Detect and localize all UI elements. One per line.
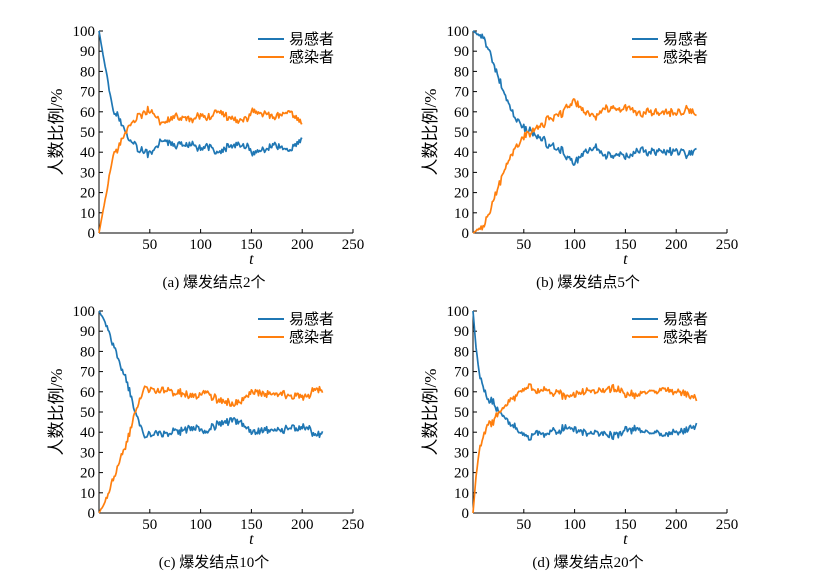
y-tick-label: 40 — [454, 425, 469, 441]
series-line-infected — [472, 383, 698, 514]
x-tick-label: 100 — [563, 517, 586, 533]
y-tick-label: 0 — [462, 226, 470, 242]
x-tick-label: 200 — [665, 517, 688, 533]
chart-panel: 0 10 20 30 40 50 60 70 80 90 100 50 100 150 200 250 人数比例… — [421, 24, 738, 291]
series-line-susceptible — [472, 310, 698, 441]
x-tick-label: 50 — [516, 517, 531, 533]
y-tick-label: 100 — [447, 304, 470, 320]
y-tick-label: 40 — [454, 145, 469, 161]
y-tick-label: 20 — [80, 186, 95, 202]
x-tick-label: 50 — [142, 237, 157, 253]
y-tick-label: 30 — [454, 165, 469, 181]
y-tick-label: 0 — [88, 506, 96, 522]
y-tick-label: 80 — [454, 344, 469, 360]
x-tick-label: 200 — [665, 237, 688, 253]
y-tick-label: 20 — [454, 186, 469, 202]
x-tick-label: 50 — [516, 237, 531, 253]
y-tick-label: 70 — [80, 85, 95, 101]
panel-caption: (d) 爆发结点20个 — [532, 554, 643, 571]
panel-caption: (a) 爆发结点2个 — [163, 274, 266, 291]
legend-label: 感染者 — [663, 329, 708, 346]
y-tick-label: 60 — [454, 105, 469, 121]
x-tick-label: 250 — [342, 237, 365, 253]
legend-label: 感染者 — [289, 329, 334, 346]
series-line-infected — [472, 98, 697, 234]
y-tick-label: 30 — [454, 445, 469, 461]
series-line-susceptible — [98, 310, 324, 439]
y-tick-label: 80 — [80, 344, 95, 360]
legend-label: 易感者 — [663, 31, 708, 48]
series-line-susceptible — [98, 30, 303, 159]
x-tick-label: 250 — [342, 517, 365, 533]
y-tick-label: 60 — [80, 385, 95, 401]
chart-panel: 0 10 20 30 40 50 60 70 80 90 100 50 100 150 200 250 人数比例… — [47, 304, 364, 571]
y-tick-label: 70 — [80, 365, 95, 381]
y-tick-label: 100 — [447, 24, 470, 40]
y-tick-label: 10 — [454, 206, 469, 222]
y-tick-label: 30 — [80, 445, 95, 461]
y-tick-label: 10 — [454, 486, 469, 502]
x-tick-label: 100 — [563, 237, 586, 253]
panel-caption: (c) 爆发结点10个 — [159, 554, 269, 571]
legend-label: 易感者 — [289, 31, 334, 48]
x-axis-label: t — [623, 531, 628, 548]
x-tick-label: 150 — [614, 517, 637, 533]
chart-panel: 0 10 20 30 40 50 60 70 80 90 100 50 100 150 200 250 人数比例… — [47, 24, 364, 291]
y-tick-label: 30 — [80, 165, 95, 181]
y-tick-label: 60 — [80, 105, 95, 121]
y-tick-label: 70 — [454, 365, 469, 381]
y-tick-label: 100 — [73, 24, 96, 40]
x-tick-label: 100 — [189, 237, 212, 253]
y-tick-label: 100 — [73, 304, 96, 320]
y-axis-label: 人数比例/% — [421, 369, 440, 456]
x-axis-label: t — [249, 531, 254, 548]
y-tick-label: 50 — [80, 405, 95, 421]
y-tick-label: 90 — [80, 44, 95, 60]
y-axis-label: 人数比例/% — [47, 369, 66, 456]
y-tick-label: 10 — [80, 206, 95, 222]
x-tick-label: 50 — [142, 517, 157, 533]
x-tick-label: 150 — [240, 517, 263, 533]
y-tick-label: 10 — [80, 486, 95, 502]
series-line-infected — [98, 105, 303, 234]
y-axis-label: 人数比例/% — [421, 89, 440, 176]
chart-panel: 0 10 20 30 40 50 60 70 80 90 100 50 100 150 200 250 人数比例… — [421, 304, 738, 571]
x-tick-label: 150 — [240, 237, 263, 253]
legend-label: 易感者 — [289, 311, 334, 328]
series-line-infected — [98, 385, 324, 514]
y-tick-label: 90 — [454, 44, 469, 60]
y-tick-label: 90 — [80, 324, 95, 340]
panel-caption: (b) 爆发结点5个 — [536, 274, 640, 291]
legend-label: 感染者 — [289, 49, 334, 66]
y-tick-label: 50 — [454, 405, 469, 421]
y-tick-label: 40 — [80, 425, 95, 441]
y-tick-label: 50 — [454, 125, 469, 141]
x-tick-label: 200 — [291, 237, 314, 253]
x-axis-label: t — [249, 251, 254, 268]
x-tick-label: 150 — [614, 237, 637, 253]
y-tick-label: 20 — [80, 466, 95, 482]
series-line-susceptible — [472, 30, 697, 166]
y-tick-label: 0 — [88, 226, 96, 242]
x-tick-label: 100 — [189, 517, 212, 533]
y-tick-label: 20 — [454, 466, 469, 482]
y-tick-label: 70 — [454, 85, 469, 101]
legend-label: 感染者 — [663, 49, 708, 66]
y-axis-label: 人数比例/% — [47, 89, 66, 176]
x-axis-label: t — [623, 251, 628, 268]
x-tick-label: 250 — [716, 237, 739, 253]
y-tick-label: 80 — [80, 64, 95, 80]
y-tick-label: 60 — [454, 385, 469, 401]
y-tick-label: 90 — [454, 324, 469, 340]
x-tick-label: 200 — [291, 517, 314, 533]
y-tick-label: 40 — [80, 145, 95, 161]
y-tick-label: 80 — [454, 64, 469, 80]
y-tick-label: 50 — [80, 125, 95, 141]
x-tick-label: 250 — [716, 517, 739, 533]
y-tick-label: 0 — [462, 506, 470, 522]
legend-label: 易感者 — [663, 311, 708, 328]
